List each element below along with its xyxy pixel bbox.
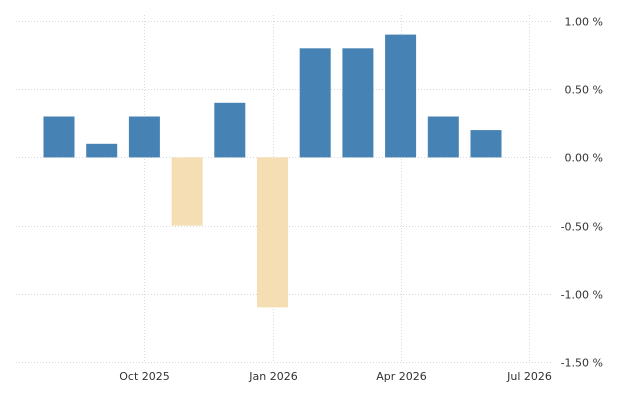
bar xyxy=(171,157,203,226)
bar xyxy=(257,157,288,308)
bar xyxy=(214,102,246,158)
x-tick-label: Jan 2026 xyxy=(248,370,297,383)
x-tick-label: Oct 2025 xyxy=(119,370,170,383)
y-tick-label: -1.00 % xyxy=(561,289,603,302)
x-tick-label: Jul 2026 xyxy=(506,370,552,383)
bar xyxy=(299,48,331,158)
bar xyxy=(128,116,160,158)
y-tick-label: -1.50 % xyxy=(561,357,603,370)
bar xyxy=(385,34,417,158)
bar xyxy=(43,116,75,158)
y-tick-label: -0.50 % xyxy=(561,221,603,234)
x-tick-label: Apr 2026 xyxy=(376,370,427,383)
bars xyxy=(43,34,502,308)
x-axis-ticks: Oct 2025 Jan 2026 Apr 2026 Jul 2026 xyxy=(119,370,552,383)
bar xyxy=(470,130,502,158)
bar xyxy=(342,48,374,158)
y-tick-label: 0.50 % xyxy=(565,84,603,97)
bar xyxy=(427,116,459,158)
y-tick-label: 0.00 % xyxy=(565,152,603,165)
y-axis-ticks: 1.00 % 0.50 % 0.00 % -0.50 % -1.00 % -1.50 % xyxy=(561,16,603,370)
bar xyxy=(86,143,118,158)
y-tick-label: 1.00 % xyxy=(565,16,603,29)
